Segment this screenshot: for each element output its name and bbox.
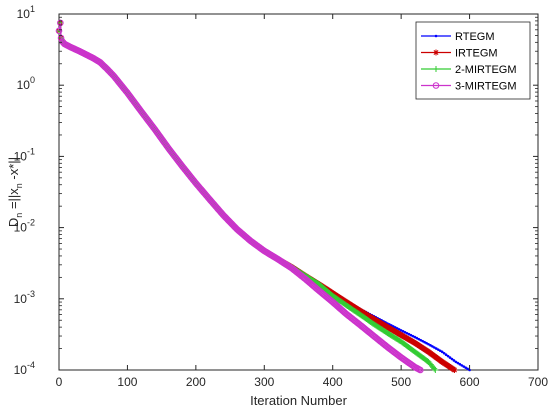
x-tick-label: 300 (254, 375, 274, 389)
data-point (57, 19, 64, 27)
data-point (407, 332, 411, 336)
data-point (417, 337, 421, 341)
data-point (450, 357, 454, 361)
data-point (435, 347, 438, 350)
data-point (452, 359, 456, 362)
data-point (409, 333, 413, 337)
data-point (458, 362, 462, 366)
data-point (411, 334, 415, 338)
data-point (446, 354, 450, 358)
legend-label: 3-MIRTEGM (455, 81, 517, 93)
data-point (397, 328, 401, 331)
data-point (415, 336, 419, 340)
data-point (425, 341, 428, 345)
legend-marker (433, 49, 439, 56)
data-point (436, 348, 440, 351)
data-point (460, 364, 464, 367)
x-axis: 0 100 200 300 400 500 600 700 (56, 14, 548, 389)
data-point (413, 335, 417, 339)
data-point (442, 351, 446, 355)
legend-item-3-mirtegm: 3-MIRTEGM (421, 81, 517, 93)
data-point (456, 361, 460, 365)
legend-label: 2-MIRTEGM (455, 64, 517, 76)
data-point (448, 356, 452, 359)
data-point (399, 329, 403, 332)
legend-label: RTEGM (455, 31, 495, 43)
y-tick-label: 10-1 (14, 146, 35, 163)
y-tick-label: 10-2 (14, 218, 35, 235)
legend-item-2-mirtegm: 2-MIRTEGM (421, 64, 517, 76)
legend-marker (432, 82, 440, 89)
y-tick-label: 101 (17, 4, 35, 21)
legend-marker (434, 34, 438, 38)
legend-box (415, 21, 531, 100)
data-point (466, 367, 469, 371)
data-point (444, 353, 448, 356)
x-tick-label: 0 (56, 375, 63, 389)
x-tick-label: 400 (323, 375, 343, 389)
legend: RTEGM IRTEGM 2-MIRTEGM 3-MIRTEGM (415, 21, 531, 100)
data-point (55, 27, 63, 35)
x-tick-label: 100 (117, 375, 137, 389)
x-tick-label: 700 (528, 375, 548, 389)
x-axis-label: Iteration Number (250, 393, 347, 408)
series-layer (55, 19, 471, 374)
y-axis: 101 100 10-1 10-2 10-3 10-4 (14, 4, 538, 377)
data-point (431, 365, 438, 372)
legend-marker (433, 66, 439, 72)
data-point (429, 344, 432, 347)
data-point (401, 330, 405, 333)
series-3-mirtegm (55, 19, 424, 374)
data-point (403, 331, 407, 334)
data-point (431, 345, 434, 348)
legend-label: IRTEGM (455, 48, 498, 60)
y-tick-label: 10-3 (14, 289, 35, 306)
data-point (423, 340, 426, 344)
data-point (438, 349, 442, 353)
data-point (464, 366, 467, 369)
data-point (433, 346, 436, 349)
data-point (432, 367, 439, 373)
legend-item-rtegm: RTEGM (421, 31, 495, 43)
x-tick-label: 500 (391, 375, 411, 389)
series-markers (55, 19, 424, 374)
y-tick-label: 10-4 (14, 360, 35, 377)
legend-item-irtegm: IRTEGM (421, 48, 498, 60)
data-point (440, 350, 444, 354)
data-point (419, 338, 422, 342)
data-point (417, 366, 424, 374)
data-point (405, 331, 409, 335)
data-point (451, 367, 458, 373)
y-axis-label: Dn =||xn -x*|| (6, 157, 24, 227)
data-point (454, 360, 458, 364)
data-point (462, 365, 466, 368)
y-tick-label: 100 (17, 75, 35, 92)
data-point (427, 342, 430, 346)
data-point (421, 339, 424, 343)
x-tick-label: 600 (460, 375, 480, 389)
x-tick-label: 200 (186, 375, 206, 389)
